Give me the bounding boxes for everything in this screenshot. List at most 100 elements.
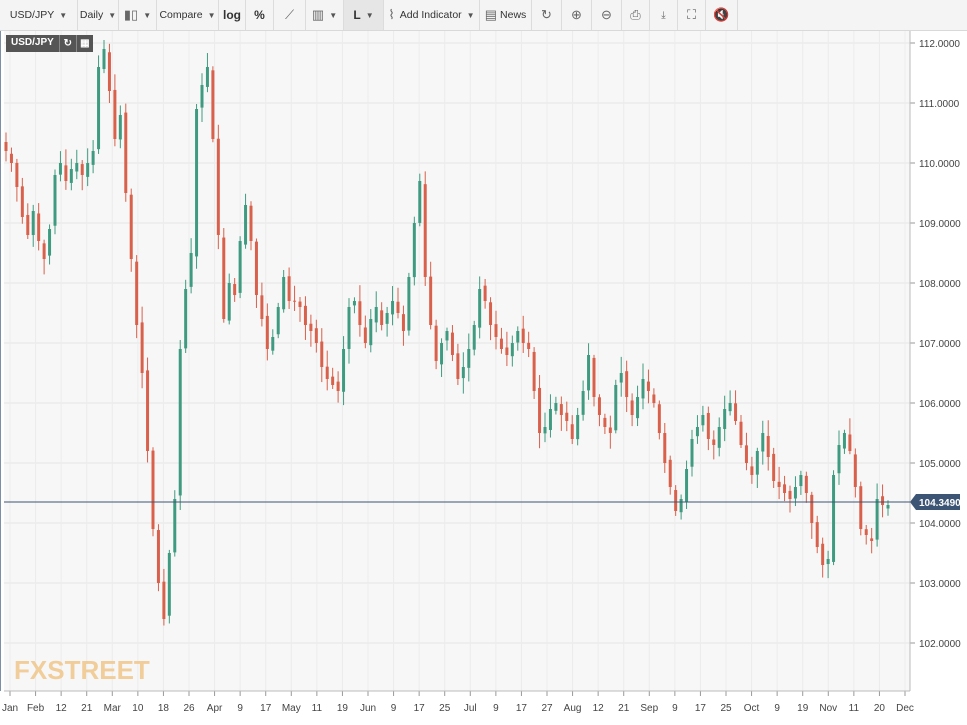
candle-body (178, 349, 182, 496)
candle-body (86, 163, 90, 177)
candle-body (320, 341, 324, 367)
reload-icon[interactable]: ↻ (58, 35, 76, 52)
date-tick-label: 25 (720, 703, 732, 714)
chart-area[interactable]: 112.0000 111.0000 110.0000 109.0000 108.0000… (0, 31, 967, 722)
candle-body (222, 237, 226, 319)
candle-body (870, 538, 874, 541)
date-tick-label: Dec (896, 703, 914, 714)
candle-body (499, 338, 503, 349)
candle-body (483, 285, 487, 301)
mute-icon: 🔇 (713, 7, 730, 22)
candle-body (603, 417, 607, 427)
date-tick-label: 19 (337, 703, 349, 714)
date-tick-label: Aug (564, 703, 582, 714)
date-tick-label: 10 (132, 703, 144, 714)
symbol-dropdown[interactable]: USD/JPY ▼ (0, 0, 78, 30)
candle-body (674, 490, 678, 511)
print-button[interactable]: ⎙ (622, 0, 650, 30)
candle-body (527, 342, 531, 349)
date-tick-label: Jun (360, 703, 376, 714)
candle-body (271, 337, 275, 351)
candle-body (761, 433, 765, 452)
candle-body (788, 490, 792, 499)
candle-body (254, 241, 258, 295)
chevron-down-icon: ▼ (59, 10, 68, 20)
candle-body (325, 366, 329, 379)
price-tick-label: 110.0000 (919, 159, 960, 170)
news-label: News (500, 9, 527, 21)
chart-type-dropdown[interactable]: ▮▯ ▼ (119, 0, 157, 30)
candle-body (848, 434, 852, 451)
candle-body (211, 70, 215, 139)
candle-body (717, 427, 721, 448)
date-tick-label: 11 (312, 703, 323, 714)
candle-body (521, 328, 525, 343)
candle-body (641, 379, 645, 399)
zoom-out-button[interactable]: ⊖ (592, 0, 622, 30)
price-tick-label: 104.0000 (919, 519, 961, 530)
date-tick-label: 9 (672, 703, 678, 714)
settings-icon[interactable]: ▦ (75, 35, 93, 52)
candle-body (766, 435, 770, 457)
candle-body (810, 494, 814, 523)
zoom-in-icon: ⊕ (571, 7, 582, 22)
date-tick-label: Oct (744, 703, 760, 714)
refresh-icon: ↻ (541, 7, 552, 22)
indicator-icon: ⌇ (388, 7, 395, 22)
candle-body (238, 241, 242, 293)
candle-body (799, 475, 803, 487)
candle-body (461, 367, 465, 379)
compare-dropdown[interactable]: Compare ▼ (157, 0, 219, 30)
candle-body (815, 522, 819, 547)
candle-body (293, 300, 297, 302)
candle-body (26, 214, 30, 235)
candle-body (167, 553, 171, 616)
drawing-tool-button[interactable]: ⟋ (274, 0, 306, 30)
line-style-label: L (353, 8, 361, 22)
candle-body (532, 351, 536, 391)
add-indicator-label: Add Indicator (399, 9, 462, 21)
candle-body (303, 305, 307, 325)
zoom-out-icon: ⊖ (601, 7, 612, 22)
price-chart[interactable]: 112.0000 111.0000 110.0000 109.0000 108.0000… (0, 31, 967, 722)
date-tick-label: 12 (593, 703, 605, 714)
zoom-in-button[interactable]: ⊕ (562, 0, 592, 30)
candle-body (450, 332, 454, 355)
chevron-down-icon: ▼ (108, 10, 117, 20)
candle-body (53, 175, 57, 226)
chevron-down-icon: ▼ (207, 10, 216, 20)
candle-body (260, 295, 264, 319)
date-tick-label: May (282, 703, 301, 714)
date-tick-label: 20 (874, 703, 886, 714)
candle-body (91, 151, 95, 165)
candle-body (505, 347, 509, 355)
refresh-button[interactable]: ↻ (532, 0, 562, 30)
percent-scale-button[interactable]: % (246, 0, 274, 30)
add-indicator-dropdown[interactable]: ⌇ Add Indicator ▼ (384, 0, 480, 30)
interval-dropdown[interactable]: Daily ▼ (78, 0, 119, 30)
candle-body (853, 454, 857, 487)
candle-body (184, 289, 188, 349)
candle-body (200, 85, 204, 108)
candle-body (793, 487, 797, 499)
mute-button[interactable]: 🔇 (706, 0, 738, 30)
fullscreen-button[interactable]: ⛶ (678, 0, 706, 30)
candle-body (842, 433, 846, 449)
png-download-button[interactable]: ⤓ (650, 0, 678, 30)
date-tick-label: 25 (439, 703, 451, 714)
log-scale-button[interactable]: log (219, 0, 246, 30)
candle-body (401, 314, 405, 331)
date-tick-label: 17 (260, 703, 272, 714)
line-style-dropdown[interactable]: L ▼ (344, 0, 384, 30)
volume-dropdown[interactable]: ▥ ▼ (306, 0, 344, 30)
candle-body (592, 357, 596, 397)
png-download-icon: ⤓ (661, 9, 666, 21)
log-label: log (223, 8, 241, 22)
candle-body (298, 301, 302, 307)
candle-body (162, 581, 166, 619)
candle-body (282, 277, 286, 310)
candle-body (97, 67, 101, 150)
candle-body (140, 322, 144, 373)
news-button[interactable]: ▤ News (480, 0, 532, 30)
date-tick-label: Nov (819, 703, 837, 714)
